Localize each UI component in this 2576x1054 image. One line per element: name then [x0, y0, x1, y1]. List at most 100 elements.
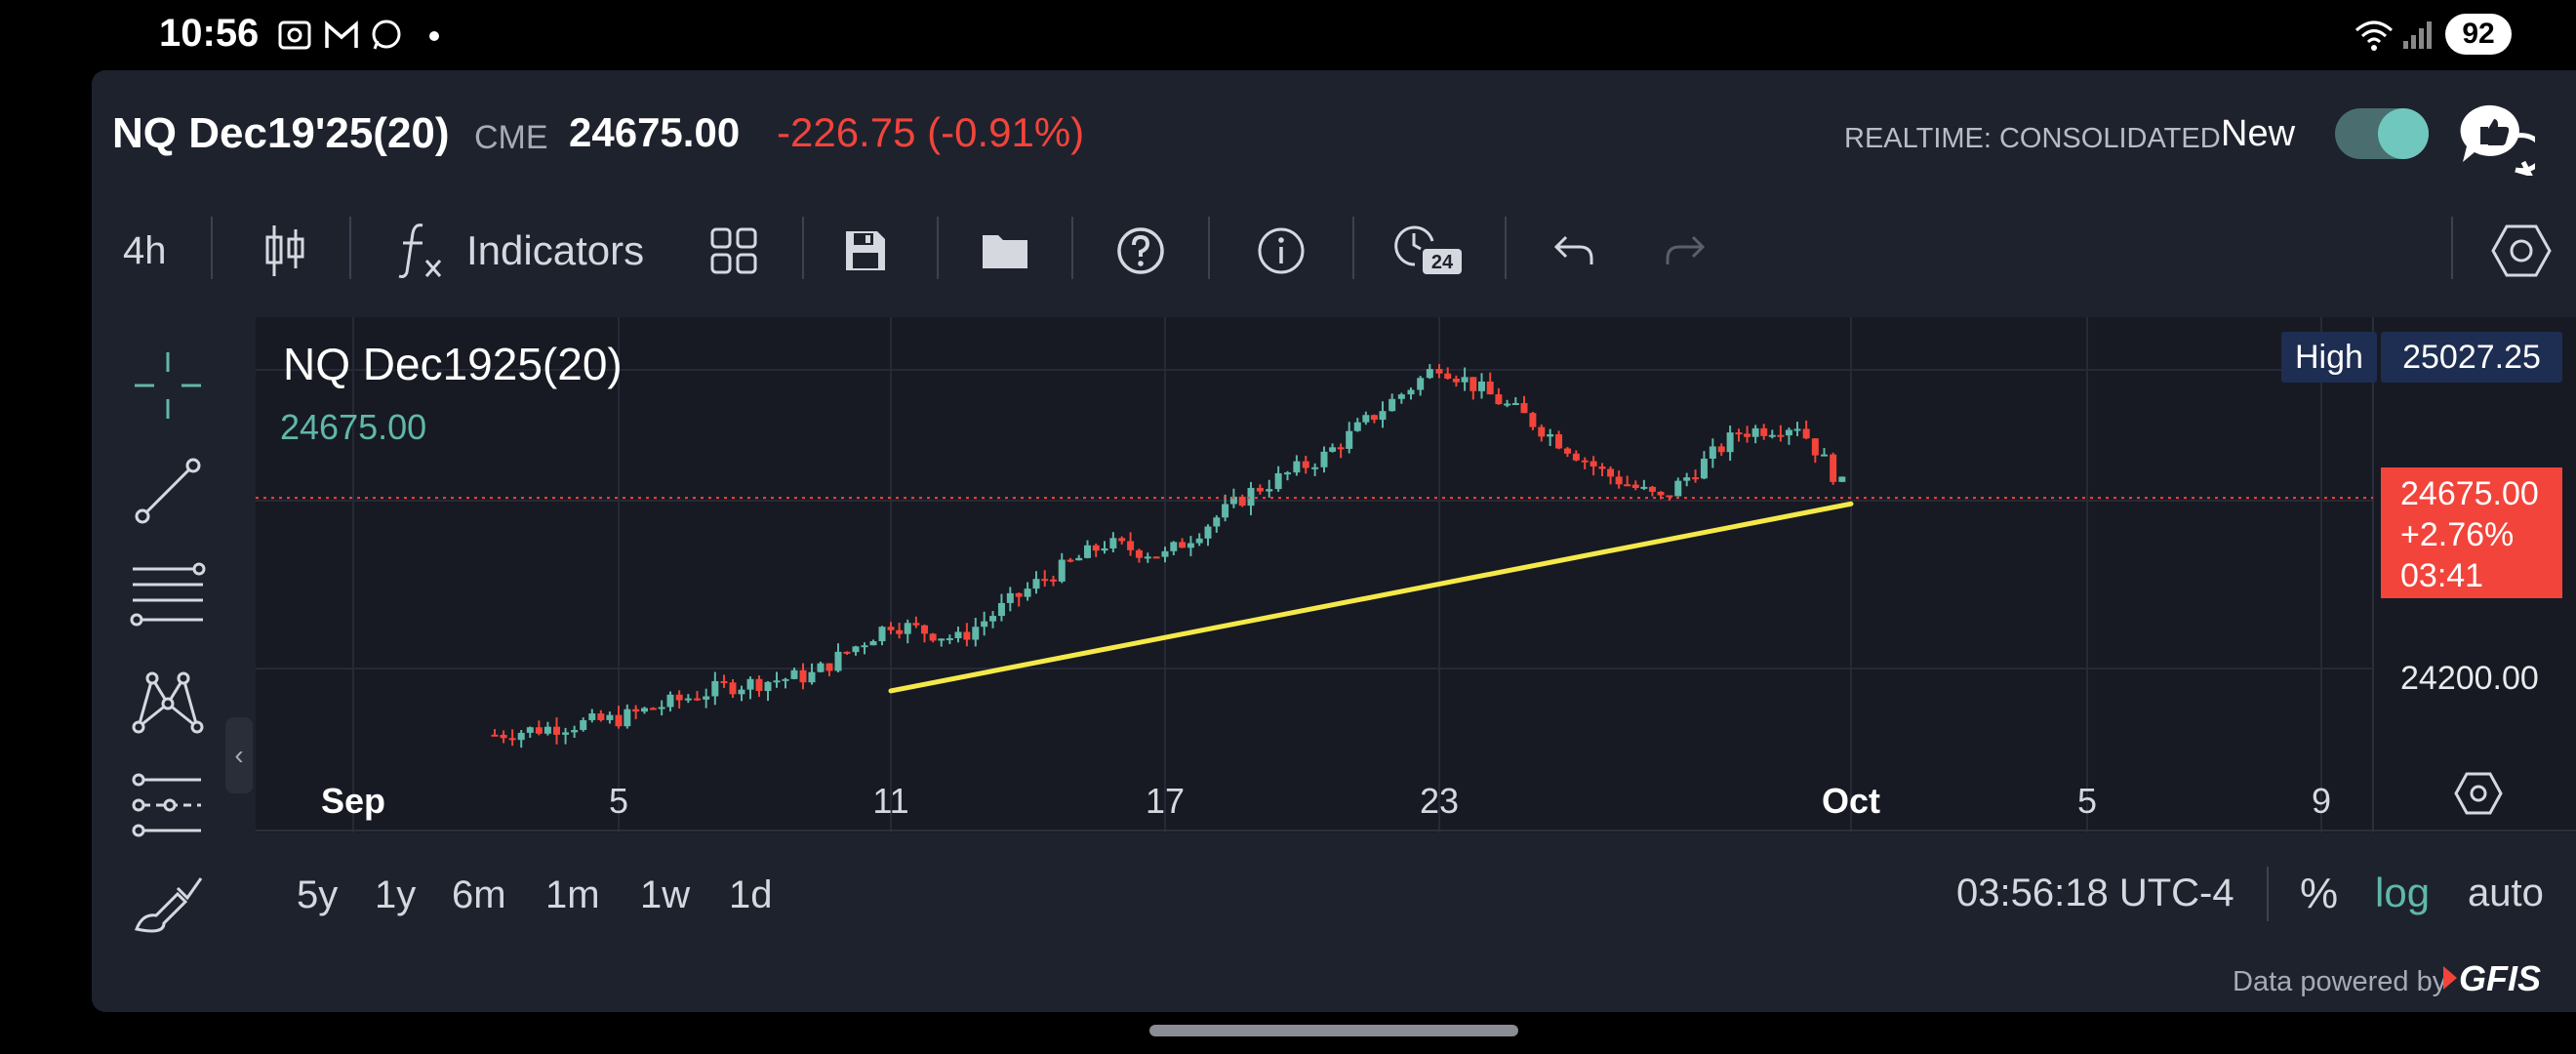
exchange-label: CME — [474, 119, 548, 156]
candle-down — [1302, 461, 1309, 468]
range-5y[interactable]: 5y — [297, 873, 339, 916]
candle-down — [1520, 403, 1528, 414]
collapse-panel-button[interactable]: ‹ — [225, 717, 253, 793]
candle-up — [954, 631, 962, 638]
candle-up — [571, 729, 579, 733]
chart-area[interactable] — [256, 317, 2576, 832]
candle-down — [675, 694, 683, 701]
candle-down — [1648, 486, 1656, 492]
candle-down — [1135, 549, 1143, 558]
candle-down — [1486, 381, 1494, 395]
candle-up — [1838, 476, 1846, 482]
axis-settings-icon[interactable] — [2454, 771, 2503, 820]
candle-down — [755, 678, 763, 691]
candle-down — [729, 682, 737, 695]
new-toggle[interactable] — [2335, 108, 2429, 159]
candle-up — [1726, 432, 1734, 453]
fib-lines-icon[interactable] — [123, 551, 213, 639]
range-1d[interactable]: 1d — [729, 873, 773, 916]
candle-up — [981, 621, 988, 628]
pattern-icon[interactable] — [123, 656, 213, 744]
percent-scale-button[interactable]: % — [2300, 870, 2339, 917]
indicator-list-icon[interactable] — [123, 761, 213, 849]
indicators-button[interactable]: Indicators — [466, 227, 645, 273]
auto-scale-button[interactable]: auto — [2468, 872, 2544, 914]
candle-up — [526, 727, 534, 733]
clock-24-icon[interactable]: 24 — [1393, 212, 1466, 290]
candle-up — [1700, 458, 1708, 479]
crosshair-icon[interactable] — [123, 342, 213, 429]
timeframe-button[interactable]: 4h — [123, 228, 167, 272]
toolbar-divider — [1071, 217, 1073, 279]
candle-up — [782, 678, 789, 681]
candles-icon[interactable] — [256, 212, 314, 290]
candle-up — [711, 680, 719, 697]
toolbar — [92, 202, 2576, 300]
candle-down — [1760, 427, 1768, 436]
trendline-icon[interactable] — [123, 447, 213, 535]
candle-down — [491, 734, 499, 737]
help-icon[interactable] — [1114, 212, 1167, 290]
layout-icon[interactable] — [704, 212, 763, 290]
feedback-chat-icon[interactable] — [2457, 101, 2546, 178]
redo-icon[interactable] — [1663, 212, 1708, 290]
candle-down — [1370, 415, 1378, 421]
candle-down — [1563, 448, 1571, 454]
candle-up — [1320, 451, 1328, 467]
candle-up — [997, 602, 1005, 617]
range-1w[interactable]: 1w — [640, 873, 691, 916]
candle-down — [1657, 491, 1665, 496]
home-indicator[interactable] — [1149, 1025, 1518, 1036]
candle-down — [921, 625, 928, 634]
candle-up — [1504, 403, 1511, 406]
candle-down — [632, 709, 640, 712]
candle-down — [1444, 373, 1452, 379]
candle-up — [1058, 559, 1066, 582]
candle-up — [834, 651, 842, 671]
candle-up — [1751, 427, 1759, 437]
x-axis-label: 5 — [608, 781, 629, 821]
range-1m[interactable]: 1m — [545, 873, 600, 916]
candle-up — [641, 708, 648, 712]
candle-down — [1735, 432, 1743, 435]
toolbar-divider — [211, 217, 213, 279]
candle-down — [1452, 378, 1460, 383]
candle-down — [1692, 477, 1700, 480]
candle-down — [896, 629, 904, 634]
candle-down — [912, 623, 920, 626]
candle-up — [1213, 517, 1221, 527]
x-axis-label: 23 — [1419, 781, 1460, 821]
range-1y[interactable]: 1y — [375, 873, 417, 916]
candle-down — [1469, 377, 1477, 391]
candle-down — [1092, 545, 1100, 551]
candle-down — [615, 714, 623, 727]
symbol-name[interactable]: NQ Dec19'25(20) — [112, 109, 450, 157]
candle-up — [1222, 504, 1229, 518]
x-axis-label: 9 — [2311, 781, 2332, 821]
gfis-logo[interactable]: GFIS — [2459, 958, 2542, 998]
save-icon[interactable] — [841, 212, 890, 290]
candle-down — [1238, 496, 1246, 507]
wifi-icon — [2352, 16, 2396, 55]
info-icon[interactable] — [1255, 212, 1308, 290]
candle-up — [746, 678, 754, 690]
candle-up — [1144, 556, 1151, 559]
candle-down — [1572, 453, 1580, 461]
settings-icon[interactable] — [2490, 212, 2553, 290]
candle-up — [1674, 480, 1682, 497]
function-icon[interactable] — [392, 212, 451, 290]
candle-up — [1024, 588, 1031, 597]
toolbar-divider — [2451, 217, 2453, 279]
candle-up — [1547, 433, 1554, 437]
range-6m[interactable]: 6m — [452, 873, 506, 916]
undo-icon[interactable] — [1551, 212, 1596, 290]
candle-up — [1032, 579, 1040, 589]
folder-icon[interactable] — [979, 212, 1031, 290]
status-time: 10:56 — [159, 12, 260, 55]
log-scale-button[interactable]: log — [2375, 870, 2431, 915]
chart-clock[interactable]: 03:56:18 UTC-4 — [1956, 872, 2234, 914]
brush-icon[interactable] — [123, 871, 213, 939]
candle-up — [1284, 472, 1291, 475]
candle-up — [869, 641, 877, 646]
last-price-value: 24675.00 — [2400, 475, 2539, 512]
